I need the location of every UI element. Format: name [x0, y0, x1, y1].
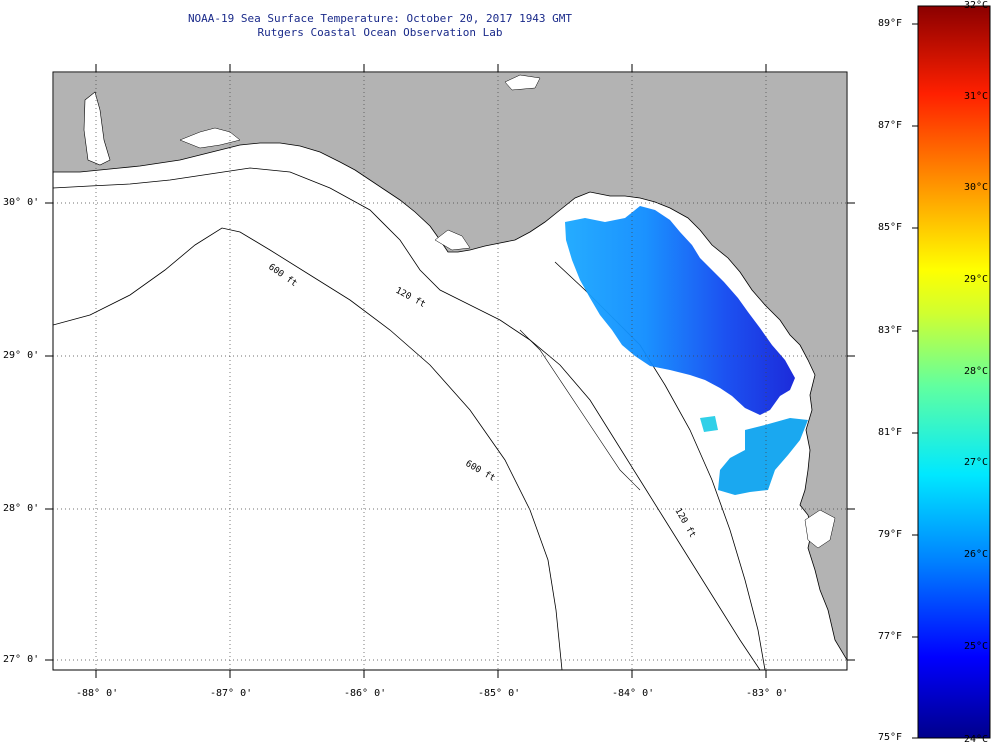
- lat-label-28: 28° 0': [3, 503, 40, 514]
- lon-label-87: -87° 0': [210, 688, 253, 699]
- colorbar-f-83: 83°F: [878, 325, 903, 336]
- graticule: [53, 72, 847, 670]
- lake-spot: [504, 74, 541, 91]
- lon-label-86: -86° 0': [344, 688, 387, 699]
- colorbar-f-81: 81°F: [878, 427, 903, 438]
- colorbar-f-87: 87°F: [878, 120, 903, 131]
- colorbar-c-24: 24°C: [964, 734, 989, 745]
- colorbar-f-85: 85°F: [878, 222, 903, 233]
- isobath-shelf: [519, 329, 641, 491]
- map-title: NOAA-19 Sea Surface Temperature: October…: [187, 12, 573, 25]
- colorbar: [917, 5, 991, 739]
- isobath-deep-a: [53, 227, 563, 670]
- lon-label-88: -88° 0': [76, 688, 119, 699]
- bay-tampa: [804, 509, 836, 549]
- colorbar-c-32: 32°C: [964, 0, 989, 11]
- lon-label-83: -83° 0': [746, 688, 789, 699]
- colorbar-c-27: 27°C: [964, 457, 989, 468]
- colorbar-f-75: 75°F: [878, 732, 903, 743]
- lat-label-30: 30° 0': [3, 197, 40, 208]
- colorbar-f-89: 89°F: [878, 18, 903, 29]
- map-subtitle: Rutgers Coastal Ocean Observation Lab: [257, 26, 503, 39]
- colorbar-c-30: 30°C: [964, 182, 989, 193]
- lat-label-27: 27° 0': [3, 654, 40, 665]
- bay-apalachicola: [434, 229, 471, 251]
- lon-label-84: -84° 0': [612, 688, 655, 699]
- colorbar-c-29: 29°C: [964, 274, 989, 285]
- bay-pensacola: [179, 127, 241, 149]
- colorbar-ticks: [912, 23, 918, 739]
- axis-ticks: [45, 64, 855, 678]
- sst-swath-lower: [718, 418, 808, 495]
- colorbar-c-28: 28°C: [964, 366, 989, 377]
- lon-label-85: -85° 0': [478, 688, 521, 699]
- bay-mobile: [83, 91, 111, 166]
- isobath-shallow: [53, 167, 761, 670]
- lat-label-29: 29° 0': [3, 350, 40, 361]
- sst-swath: [565, 206, 795, 415]
- colorbar-c-31: 31°C: [964, 91, 989, 102]
- colorbar-f-77: 77°F: [878, 631, 903, 642]
- colorbar-f-79: 79°F: [878, 529, 903, 540]
- sst-patch: [700, 416, 718, 432]
- land-florida: [53, 72, 847, 661]
- colorbar-c-25: 25°C: [964, 641, 989, 652]
- colorbar-c-26: 26°C: [964, 549, 989, 560]
